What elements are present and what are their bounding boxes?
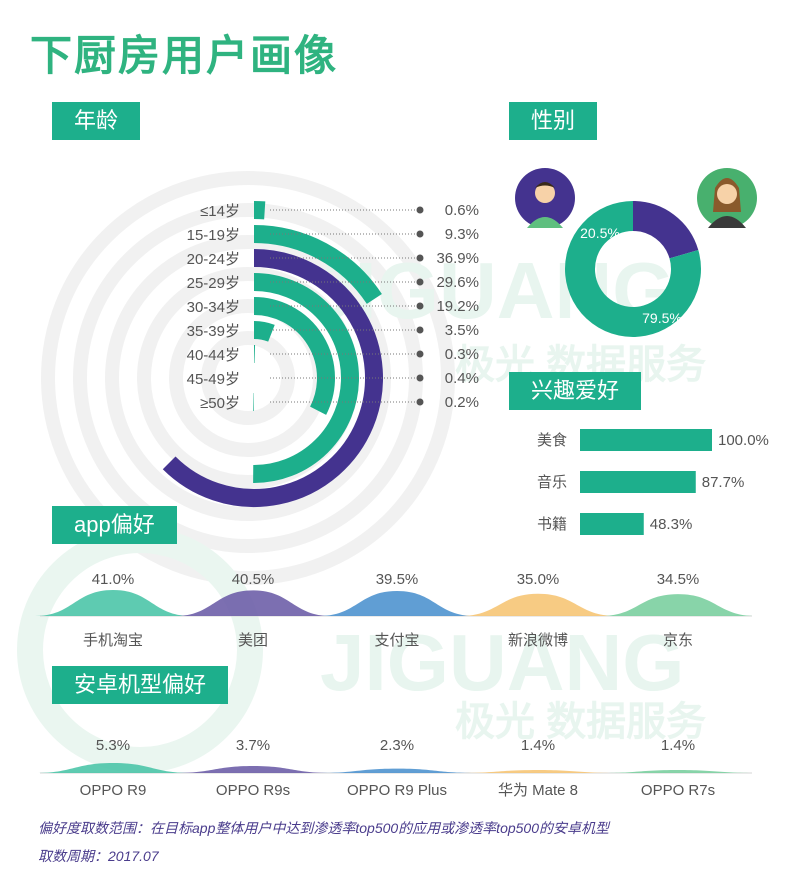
age-leader-dot	[416, 230, 424, 238]
hobby-bar	[580, 429, 712, 451]
phone-category-label: OPPO R9	[80, 782, 147, 799]
app-value-label: 34.5%	[657, 571, 700, 588]
app-category-label: 新浪微博	[508, 632, 568, 649]
app-bell	[460, 593, 616, 616]
age-value-label: 29.6%	[436, 274, 479, 291]
app-category-label: 美团	[238, 632, 268, 649]
age-leader-dot	[416, 398, 424, 406]
hobby-category-label: 美食	[537, 432, 567, 449]
age-category-label: 30-34岁	[187, 299, 240, 316]
age-bar	[253, 297, 335, 415]
age-category-label: ≤14岁	[200, 203, 240, 220]
age-category-label: 15-19岁	[187, 227, 240, 244]
phone-value-label: 5.3%	[96, 737, 130, 754]
hobby-bar	[580, 513, 644, 535]
phone-category-label: OPPO R9 Plus	[347, 782, 447, 799]
app-value-label: 40.5%	[232, 571, 275, 588]
age-value-label: 19.2%	[436, 298, 479, 315]
section-label-app: app偏好	[52, 506, 177, 544]
age-value-label: 0.4%	[445, 370, 479, 387]
phone-value-label: 2.3%	[380, 737, 414, 754]
app-bell	[600, 594, 756, 616]
age-bar	[253, 273, 359, 483]
hobby-value-label: 87.7%	[702, 474, 745, 491]
age-category-label: 35-39岁	[187, 323, 240, 340]
gender-slice	[632, 201, 699, 260]
phone-bell	[35, 763, 191, 773]
app-value-label: 39.5%	[376, 571, 419, 588]
female-avatar	[697, 168, 757, 228]
age-category-label: ≥50岁	[200, 395, 240, 412]
hobby-value-label: 48.3%	[650, 516, 693, 533]
age-category-label: 45-49岁	[187, 371, 240, 388]
hobby-value-label: 100.0%	[718, 432, 769, 449]
age-leader-dot	[416, 206, 424, 214]
app-bell	[35, 590, 191, 616]
app-value-label: 35.0%	[517, 571, 560, 588]
age-value-label: 36.9%	[436, 250, 479, 267]
male-avatar	[515, 168, 575, 228]
age-value-label: 0.2%	[445, 394, 479, 411]
hobby-category-label: 音乐	[537, 474, 567, 491]
app-bell	[175, 590, 331, 616]
age-value-label: 3.5%	[445, 322, 479, 339]
age-value-label: 0.6%	[445, 202, 479, 219]
section-label-age: 年龄	[52, 102, 141, 140]
age-bar	[162, 249, 383, 507]
watermark-brand-en-2: JIGUANG	[320, 618, 685, 707]
phone-bell	[175, 766, 331, 773]
page-title: 下厨房用户画像	[30, 32, 339, 79]
age-leader-dot	[416, 254, 424, 262]
footnote-scope: 偏好度取数范围：在目标app整体用户中达到渗透率top500的应用或渗透率top…	[38, 820, 609, 836]
gender-label-male: 20.5%	[580, 225, 620, 241]
age-leader-dot	[416, 302, 424, 310]
phone-bell	[460, 770, 616, 773]
age-category-label: 20-24岁	[187, 251, 240, 268]
age-leader-dot	[416, 326, 424, 334]
gender-slice	[565, 201, 701, 337]
phone-bell	[319, 768, 475, 773]
app-category-label: 支付宝	[374, 632, 419, 649]
section-label-gender: 性别	[509, 102, 598, 140]
phone-bell	[600, 770, 756, 773]
phone-category-label: OPPO R7s	[641, 782, 715, 799]
age-bar	[253, 225, 382, 305]
hobby-category-label: 书籍	[537, 516, 567, 533]
age-bar	[253, 321, 275, 342]
app-category-label: 手机淘宝	[83, 632, 143, 649]
phone-category-label: 华为 Mate 8	[498, 782, 578, 799]
phone-value-label: 1.4%	[521, 737, 555, 754]
app-category-label: 京东	[663, 632, 693, 649]
footnote-period: 取数周期：2017.07	[38, 848, 159, 864]
age-category-label: 40-44岁	[187, 347, 240, 364]
age-value-label: 9.3%	[445, 226, 479, 243]
app-value-label: 41.0%	[92, 571, 135, 588]
phone-value-label: 1.4%	[661, 737, 695, 754]
age-value-label: 0.3%	[445, 346, 479, 363]
app-bell	[319, 590, 475, 616]
age-leader-dot	[416, 374, 424, 382]
age-leader-dot	[416, 278, 424, 286]
section-label-hobby: 兴趣爱好	[509, 372, 642, 410]
age-category-label: 25-29岁	[187, 275, 240, 292]
phone-value-label: 3.7%	[236, 737, 270, 754]
hobby-bar	[580, 471, 696, 493]
phone-category-label: OPPO R9s	[216, 782, 290, 799]
section-label-phone: 安卓机型偏好	[52, 666, 229, 704]
age-leader-dot	[416, 350, 424, 358]
watermark-brand-cn-2: 极光 数据服务	[455, 700, 706, 744]
gender-label-female: 79.5%	[642, 310, 682, 326]
